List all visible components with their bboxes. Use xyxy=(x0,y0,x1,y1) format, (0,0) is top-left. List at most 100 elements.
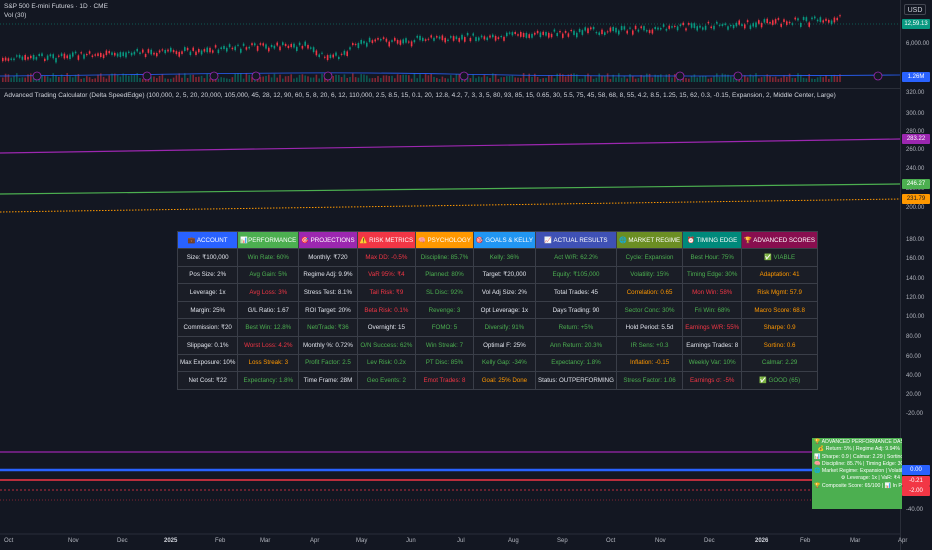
currency-button[interactable]: USD xyxy=(904,4,926,15)
volume-bar xyxy=(525,78,528,82)
table-cell: Win Rate: 60% xyxy=(237,248,300,267)
table-cell: Revenge: 3 xyxy=(415,300,474,320)
volume-bar xyxy=(251,77,253,82)
mini-dashboard-line: 💰 Return: 5% | Regime Adj: 9.94% xyxy=(817,446,900,453)
volume-bar xyxy=(416,78,418,82)
table-cell: Lev Risk: 0.2x xyxy=(356,353,417,373)
volume-bar xyxy=(553,78,556,82)
volume-bar xyxy=(752,75,754,82)
table-cell: Macro Score: 68.8 xyxy=(741,300,819,320)
volume-bar xyxy=(676,78,679,82)
volume-bar xyxy=(273,73,276,82)
volume-bar xyxy=(259,77,262,82)
volume-bar xyxy=(433,76,435,82)
volume-bar xyxy=(170,78,172,82)
volume-bar xyxy=(371,78,374,82)
volume-bar xyxy=(167,78,169,82)
volume-bar xyxy=(444,78,446,82)
table-cell: Goal: 25% Done xyxy=(472,371,536,390)
volume-bar xyxy=(570,73,572,82)
volume-bar xyxy=(839,74,841,82)
volume-bar xyxy=(175,75,178,82)
price-axis[interactable] xyxy=(900,0,932,550)
axis-tick-label: 300.00 xyxy=(906,111,925,117)
volume-bar xyxy=(483,74,486,82)
volume-bar xyxy=(290,74,292,82)
volume-bar xyxy=(203,78,206,82)
volume-bar xyxy=(520,77,522,82)
table-cell: O/N Success: 62% xyxy=(356,335,417,355)
volume-bar xyxy=(366,75,368,82)
table-cell: Risk Mgmt: 57.9 xyxy=(741,283,819,302)
volume-bar xyxy=(394,78,396,82)
event-marker xyxy=(142,71,152,81)
volume-bar xyxy=(690,75,693,82)
volume-bar xyxy=(668,74,670,82)
volume-bar xyxy=(209,78,211,82)
volume-bar xyxy=(671,77,673,82)
volume-bar xyxy=(450,75,452,82)
volume-bar xyxy=(164,78,166,82)
volume-bar xyxy=(119,76,122,82)
volume-bar xyxy=(492,73,494,82)
volume-bar xyxy=(374,78,376,82)
volume-bar xyxy=(455,74,458,82)
axis-tick-label: 100.00 xyxy=(906,314,925,320)
chart-canvas[interactable] xyxy=(0,0,900,550)
volume-bar xyxy=(178,73,180,82)
volume-bar xyxy=(133,74,136,82)
table-cell: Net Cost: ₹22 xyxy=(176,371,239,390)
table-cell: Inflation: -0.15 xyxy=(615,353,684,373)
table-cell: Weekly Var: 10% xyxy=(682,353,743,373)
price-tag-orange: 231.79 xyxy=(902,194,930,204)
volume-bar xyxy=(811,78,813,82)
volume-bar xyxy=(150,76,152,82)
table-cell: Ann Return: 20.3% xyxy=(534,335,617,355)
volume-bar xyxy=(517,77,519,82)
volume-bar xyxy=(763,76,766,82)
volume-bar xyxy=(640,74,642,82)
volume-bar xyxy=(63,76,66,82)
indicator-legend[interactable]: Advanced Trading Calculator (Delta Speed… xyxy=(4,92,836,99)
symbol-legend[interactable]: S&P 500 E-mini Futures · 1D · CME xyxy=(4,3,108,10)
volume-bar xyxy=(522,73,525,82)
mini-dashboard-line: 🏆 Composite Score: 65/100 | 📊 In Prog xyxy=(814,482,902,489)
event-marker xyxy=(733,71,743,81)
volume-bar xyxy=(352,73,354,82)
table-cell: Best Win: 12.8% xyxy=(237,318,300,337)
volume-bar xyxy=(228,78,231,82)
volume-bar xyxy=(69,76,71,82)
volume-legend[interactable]: Vol (30) xyxy=(4,12,27,19)
volume-bar xyxy=(419,74,421,82)
volume-bar xyxy=(760,77,763,82)
volume-bar xyxy=(324,77,326,82)
table-header-cell: 🧠 PSYCHOLOGY xyxy=(415,231,474,249)
axis-tick-label: 320.00 xyxy=(906,90,925,96)
volume-bar xyxy=(660,74,662,82)
volume-bar xyxy=(503,77,505,82)
table-cell: Earnings W/R: 55% xyxy=(682,318,743,337)
volume-bar xyxy=(475,78,477,82)
volume-bar xyxy=(248,74,250,82)
volume-bar xyxy=(472,74,474,82)
table-cell: Optimal F: 25% xyxy=(472,335,536,355)
time-axis-label: Apr xyxy=(310,538,320,544)
volume-bar xyxy=(360,74,362,82)
volume-bar xyxy=(626,78,628,82)
volume-bar xyxy=(354,77,357,82)
volume-bar xyxy=(696,77,698,82)
volume-bar xyxy=(32,77,35,82)
volume-bar xyxy=(791,77,794,82)
volume-bar xyxy=(181,77,183,82)
volume-bar xyxy=(620,77,623,82)
event-marker xyxy=(32,71,42,81)
table-cell: Kelly Gap: -34% xyxy=(472,353,536,373)
table-row: Leverage: 1x Avg Loss: 3% Stress Test: 8.1… xyxy=(176,283,819,302)
pane-divider-top[interactable] xyxy=(0,88,932,89)
volume-bar xyxy=(514,77,516,82)
volume-bar xyxy=(615,77,617,82)
price-tag-red-1: -0.21 xyxy=(902,476,930,486)
volume-bar xyxy=(413,73,416,82)
volume-bar xyxy=(226,78,228,82)
table-cell: IR Sens: +0.3 xyxy=(615,335,684,355)
